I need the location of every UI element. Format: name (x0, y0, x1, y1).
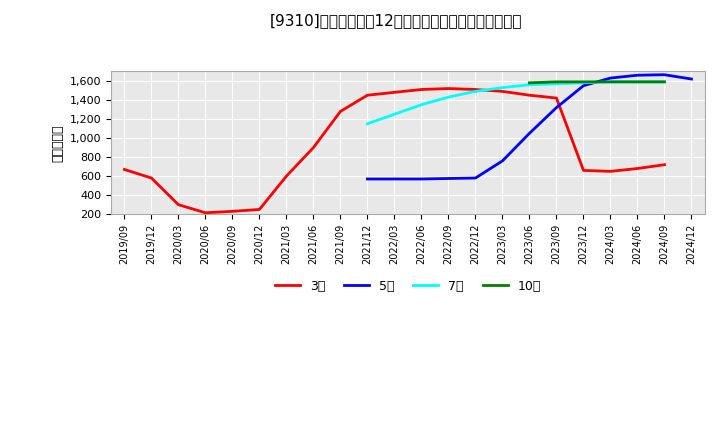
3年 (471, 87, 480, 92)
7年 (498, 85, 507, 90)
3年 (228, 209, 237, 214)
10年 (606, 79, 615, 84)
Line: 3年: 3年 (125, 88, 665, 213)
3年 (390, 90, 399, 95)
3年 (552, 95, 561, 101)
7年 (525, 82, 534, 88)
Text: [9310]　当期純利益12か月移動合計の標準偏差の推移: [9310] 当期純利益12か月移動合計の標準偏差の推移 (270, 13, 522, 28)
10年 (633, 79, 642, 84)
5年 (498, 158, 507, 164)
7年 (579, 80, 588, 85)
10年 (579, 79, 588, 84)
7年 (633, 79, 642, 84)
3年 (201, 210, 210, 216)
3年 (525, 92, 534, 98)
3年 (660, 162, 669, 167)
3年 (498, 89, 507, 94)
10年 (525, 80, 534, 85)
3年 (255, 207, 264, 212)
3年 (309, 145, 318, 150)
7年 (417, 102, 426, 107)
Y-axis label: （百万円）: （百万円） (51, 124, 64, 161)
5年 (390, 176, 399, 182)
3年 (444, 86, 453, 91)
7年 (363, 121, 372, 126)
5年 (363, 176, 372, 182)
5年 (579, 83, 588, 88)
5年 (633, 73, 642, 78)
10年 (660, 79, 669, 84)
3年 (606, 169, 615, 174)
5年 (444, 176, 453, 181)
5年 (687, 77, 696, 82)
3年 (120, 167, 129, 172)
7年 (444, 95, 453, 100)
7年 (552, 81, 561, 86)
5年 (660, 72, 669, 77)
7年 (390, 112, 399, 117)
5年 (471, 176, 480, 181)
3年 (336, 109, 345, 114)
3年 (363, 92, 372, 98)
7年 (660, 79, 669, 84)
3年 (282, 173, 291, 179)
10年 (552, 79, 561, 84)
Line: 7年: 7年 (367, 82, 665, 124)
Line: 5年: 5年 (367, 75, 691, 179)
3年 (174, 202, 183, 207)
Line: 10年: 10年 (529, 82, 665, 83)
5年 (552, 105, 561, 110)
5年 (525, 131, 534, 136)
3年 (633, 166, 642, 171)
5年 (606, 75, 615, 81)
5年 (417, 176, 426, 182)
3年 (417, 87, 426, 92)
3年 (147, 176, 156, 181)
7年 (606, 79, 615, 84)
7年 (471, 89, 480, 94)
Legend: 3年, 5年, 7年, 10年: 3年, 5年, 7年, 10年 (270, 275, 546, 298)
3年 (579, 168, 588, 173)
